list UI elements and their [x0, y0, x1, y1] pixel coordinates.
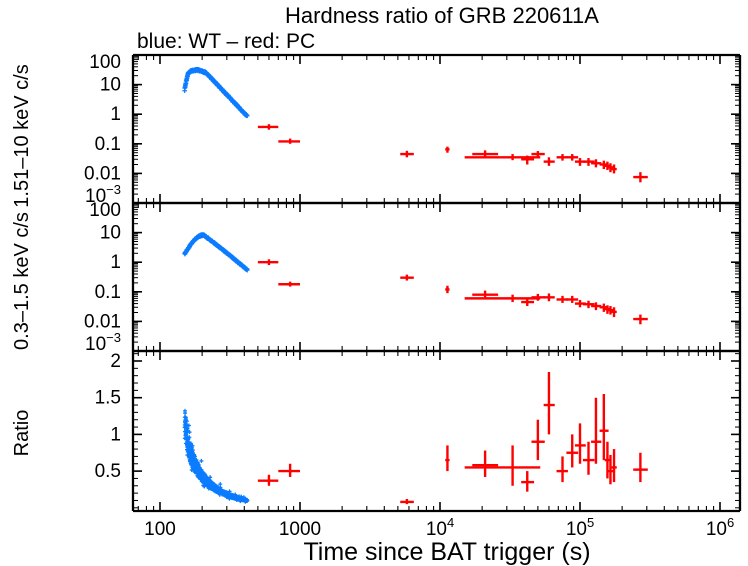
svg-text:Time since BAT trigger (s): Time since BAT trigger (s)	[303, 538, 590, 566]
svg-text:1: 1	[110, 424, 121, 445]
svg-text:100: 100	[89, 200, 121, 221]
svg-text:Hardness ratio of GRB 220611A: Hardness ratio of GRB 220611A	[285, 3, 599, 28]
svg-text:1: 1	[110, 104, 121, 125]
svg-text:Ratio: Ratio	[11, 410, 33, 457]
svg-text:10: 10	[100, 75, 121, 96]
svg-text:0.3–1.5 keV c/s: 0.3–1.5 keV c/s	[11, 212, 33, 350]
svg-text:100: 100	[89, 52, 121, 73]
svg-text:0.5: 0.5	[95, 461, 121, 482]
svg-text:1.5: 1.5	[95, 388, 121, 409]
svg-text:0.1: 0.1	[95, 282, 121, 303]
svg-text:0.1: 0.1	[95, 134, 121, 155]
svg-text:1000: 1000	[279, 519, 321, 540]
svg-text:10: 10	[100, 223, 121, 244]
svg-text:2: 2	[110, 351, 121, 372]
svg-text:blue: WT – red: PC: blue: WT – red: PC	[137, 30, 315, 53]
svg-text:100: 100	[144, 519, 176, 540]
svg-text:1: 1	[110, 252, 121, 273]
svg-text:1.51–10 keV c/s: 1.51–10 keV c/s	[11, 64, 33, 207]
